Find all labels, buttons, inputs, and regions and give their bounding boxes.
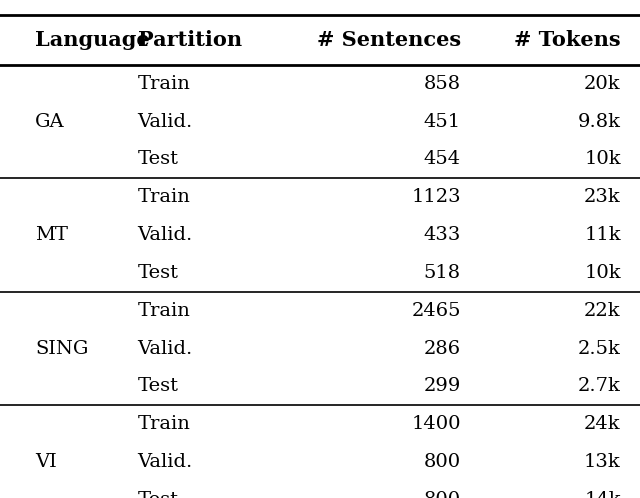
Text: # Sentences: # Sentences bbox=[317, 30, 461, 50]
Text: Language: Language bbox=[35, 30, 150, 50]
Text: VI: VI bbox=[35, 453, 57, 471]
Text: 23k: 23k bbox=[584, 188, 621, 206]
Text: Test: Test bbox=[138, 491, 179, 498]
Text: Valid.: Valid. bbox=[138, 340, 193, 358]
Text: Test: Test bbox=[138, 150, 179, 168]
Text: 286: 286 bbox=[424, 340, 461, 358]
Text: 518: 518 bbox=[424, 264, 461, 282]
Text: Test: Test bbox=[138, 377, 179, 395]
Text: Train: Train bbox=[138, 302, 191, 320]
Text: 14k: 14k bbox=[584, 491, 621, 498]
Text: 800: 800 bbox=[424, 453, 461, 471]
Text: GA: GA bbox=[35, 113, 65, 130]
Text: Test: Test bbox=[138, 264, 179, 282]
Text: 1400: 1400 bbox=[412, 415, 461, 433]
Text: 454: 454 bbox=[424, 150, 461, 168]
Text: 2465: 2465 bbox=[412, 302, 461, 320]
Text: MT: MT bbox=[35, 226, 68, 244]
Text: 800: 800 bbox=[424, 491, 461, 498]
Text: 11k: 11k bbox=[584, 226, 621, 244]
Text: Train: Train bbox=[138, 188, 191, 206]
Text: 20k: 20k bbox=[584, 75, 621, 93]
Text: Train: Train bbox=[138, 75, 191, 93]
Text: 9.8k: 9.8k bbox=[578, 113, 621, 130]
Text: 433: 433 bbox=[424, 226, 461, 244]
Text: 22k: 22k bbox=[584, 302, 621, 320]
Text: SING: SING bbox=[35, 340, 88, 358]
Text: 13k: 13k bbox=[584, 453, 621, 471]
Text: 10k: 10k bbox=[584, 264, 621, 282]
Text: 451: 451 bbox=[424, 113, 461, 130]
Text: Valid.: Valid. bbox=[138, 226, 193, 244]
Text: 299: 299 bbox=[424, 377, 461, 395]
Text: 2.7k: 2.7k bbox=[578, 377, 621, 395]
Text: Valid.: Valid. bbox=[138, 453, 193, 471]
Text: 10k: 10k bbox=[584, 150, 621, 168]
Text: # Tokens: # Tokens bbox=[514, 30, 621, 50]
Text: 24k: 24k bbox=[584, 415, 621, 433]
Text: Train: Train bbox=[138, 415, 191, 433]
Text: 858: 858 bbox=[424, 75, 461, 93]
Text: 1123: 1123 bbox=[411, 188, 461, 206]
Text: 2.5k: 2.5k bbox=[578, 340, 621, 358]
Text: Partition: Partition bbox=[138, 30, 242, 50]
Text: Valid.: Valid. bbox=[138, 113, 193, 130]
